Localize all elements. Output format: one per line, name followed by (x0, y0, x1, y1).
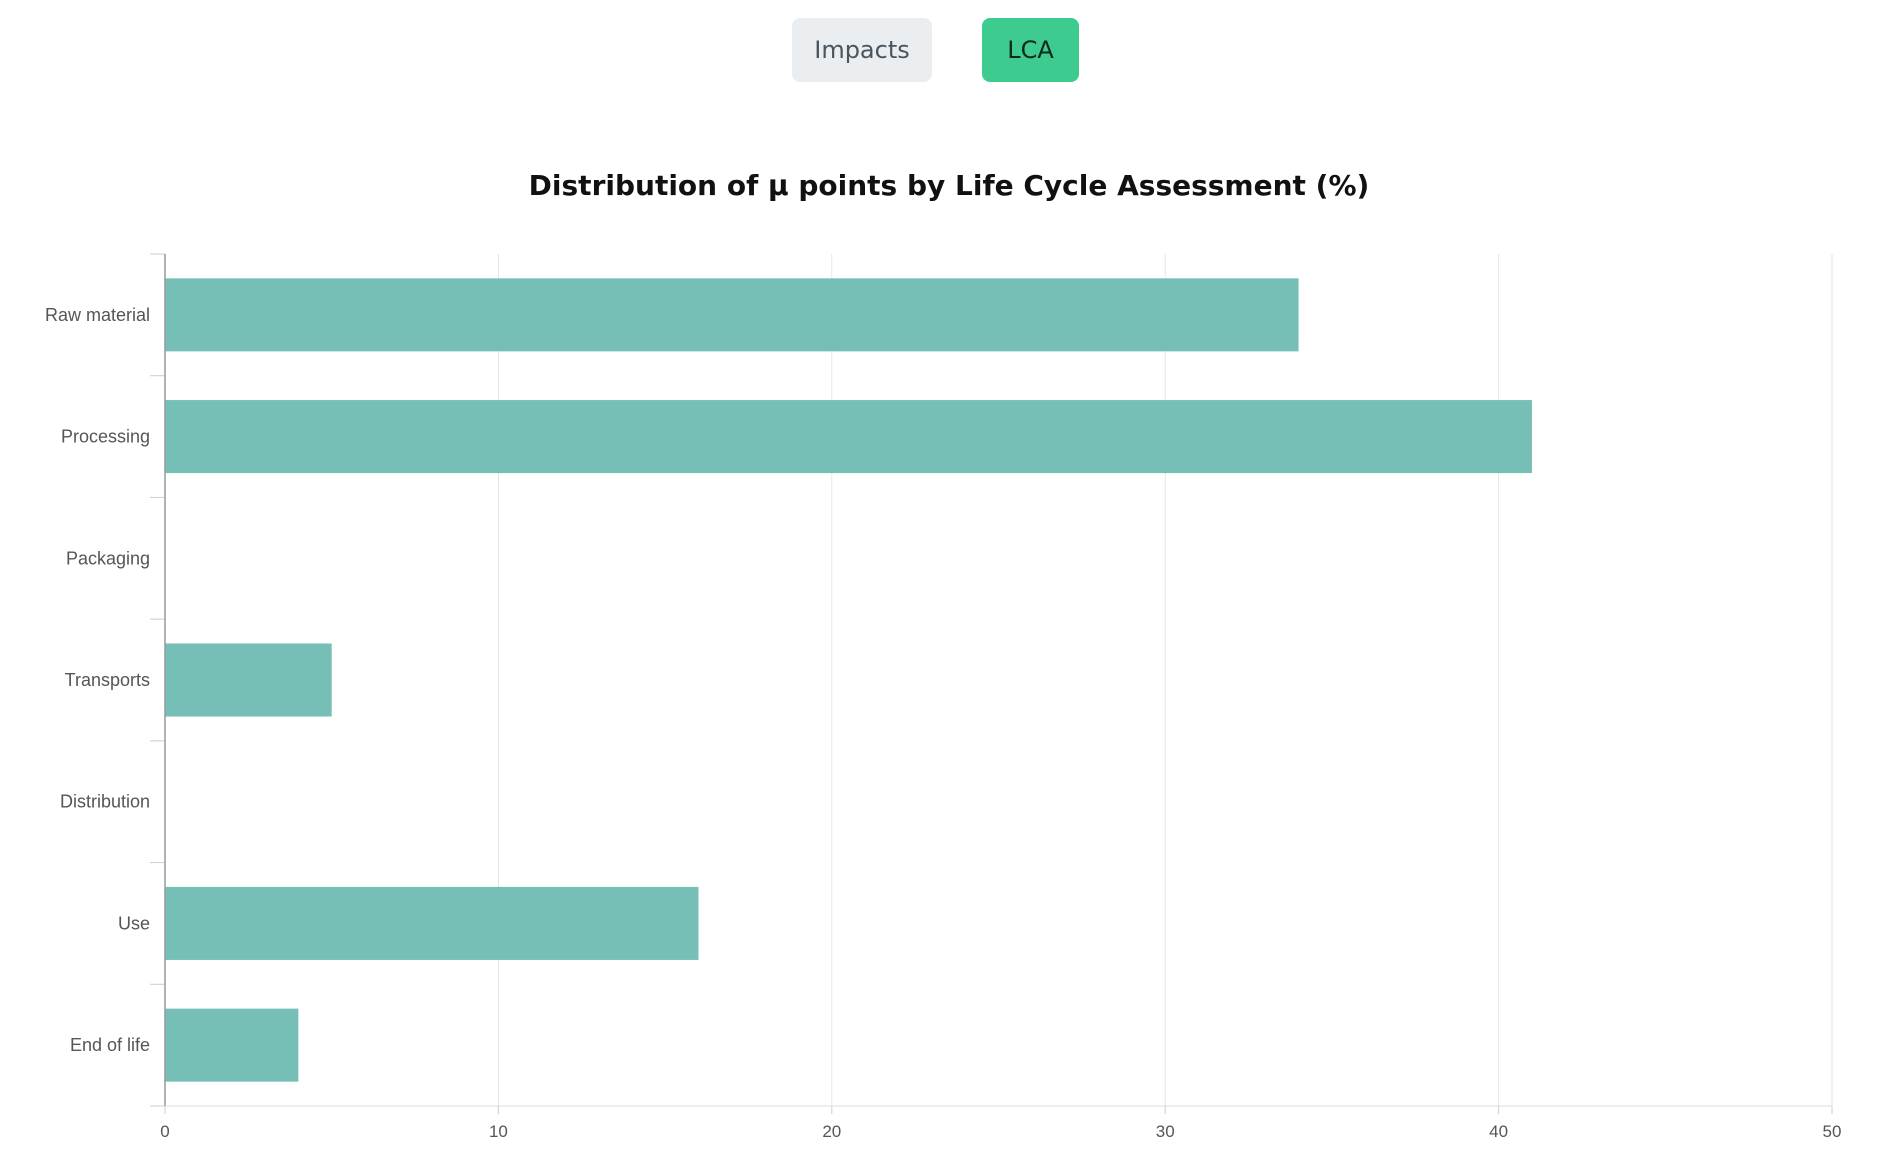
bar-end-of-life (165, 1008, 299, 1082)
x-tick-label: 0 (160, 1122, 169, 1141)
category-label: Processing (61, 427, 150, 447)
category-label: Distribution (60, 792, 150, 812)
x-tick-label: 50 (1823, 1122, 1842, 1141)
bar-use (165, 886, 699, 960)
tab-lca[interactable]: LCA (982, 18, 1079, 82)
bar-transports (165, 643, 332, 717)
category-label: Use (118, 913, 150, 933)
bars (165, 278, 1532, 1082)
lca-bar-chart: Distribution of μ points by Life Cycle A… (45, 169, 1841, 1141)
category-label: Packaging (66, 548, 150, 568)
x-tick-label: 30 (1156, 1122, 1175, 1141)
x-tick-label: 40 (1489, 1122, 1508, 1141)
x-tick-label: 20 (822, 1122, 841, 1141)
category-label: Transports (65, 670, 150, 690)
bar-raw-material (165, 278, 1299, 352)
category-label: End of life (70, 1035, 150, 1055)
x-tick-label: 10 (489, 1122, 508, 1141)
bar-processing (165, 400, 1532, 474)
view-tabs: Impacts LCA (0, 18, 1898, 82)
category-label: Raw material (45, 305, 150, 325)
tab-impacts[interactable]: Impacts (792, 18, 932, 82)
chart-title: Distribution of μ points by Life Cycle A… (529, 169, 1370, 202)
grid-lines (497, 254, 1833, 1106)
axis-labels: 0 10 20 30 40 50 Raw material Processing Packagi… (45, 305, 1841, 1141)
axes (150, 253, 1833, 1114)
